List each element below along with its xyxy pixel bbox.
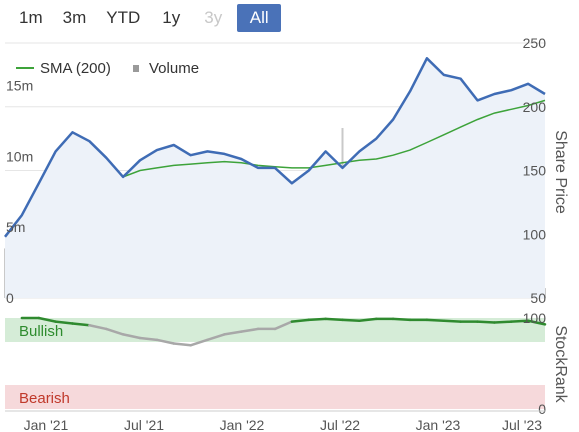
stockrank-segment [189, 338, 209, 347]
price-tick-label: 100 [523, 226, 547, 242]
stockrank-segment [391, 317, 412, 322]
price-tick-label: 200 [523, 99, 547, 115]
range-button-1m[interactable]: 1m [19, 8, 43, 27]
stockrank-segment [54, 320, 74, 325]
volume-tick-label: 15m [6, 78, 33, 94]
range-selector: 1m 3m YTD 1y 3y All [12, 4, 287, 32]
stockrank-segment [37, 316, 57, 323]
stockrank-segment [476, 320, 496, 324]
share-price-line [4, 57, 546, 238]
volume-axis: 15m 10m 5m 0 [6, 78, 33, 307]
legend-volume-label: Volume [149, 60, 199, 77]
stockrank-segment [526, 319, 547, 326]
price-tick-label: 250 [523, 35, 547, 51]
stockrank-segment [105, 327, 125, 336]
stockrank-panel: Bullish Bearish 100 0 StockRank [5, 310, 569, 417]
range-button-3m[interactable]: 3m [62, 8, 87, 27]
x-tick-label: Jan '23 [416, 417, 461, 432]
bearish-band [5, 385, 545, 409]
share-price-axis: 250 200 150 100 50 [523, 35, 547, 306]
x-tick-label: Jul '22 [320, 417, 360, 432]
stockrank-segment [358, 317, 378, 322]
stockrank-segment [307, 317, 327, 322]
legend-volume-swatch [133, 65, 139, 72]
volume-tick-label: 0 [6, 290, 14, 306]
stockrank-segment [493, 320, 513, 324]
x-tick-label: Jan '21 [24, 417, 69, 432]
stockrank-segment [172, 342, 192, 347]
sma-200-line [122, 99, 546, 178]
stockrank-segment [71, 322, 91, 327]
stockrank-segment [442, 319, 462, 323]
stockrank-segment [425, 318, 445, 322]
volume-tick-label: 10m [6, 148, 33, 164]
range-button-all[interactable]: All [237, 4, 282, 32]
stockrank-segment [206, 333, 226, 342]
range-button-ytd[interactable]: YTD [106, 8, 141, 27]
stockrank-segment [510, 319, 530, 323]
stockrank-segment [155, 338, 175, 345]
volume-tick-label: 5m [6, 219, 25, 235]
stockrank-segment [121, 333, 142, 340]
stockrank-axis-title: StockRank [552, 325, 569, 403]
x-axis: Jan '21 Jul '21 Jan '22 Jul '22 Jan '23 Jul '… [5, 410, 545, 432]
stockrank-segment [273, 320, 294, 331]
price-area-fill [5, 58, 545, 298]
stockrank-segment [341, 318, 361, 322]
stockrank-segment [88, 324, 108, 331]
stockrank-segment [138, 336, 159, 342]
range-button-3y: 3y [204, 8, 223, 27]
stockrank-tick-label: 0 [538, 401, 546, 417]
x-tick-label: Jan '22 [220, 417, 265, 432]
stockrank-tick-label: 100 [523, 310, 547, 326]
legend: SMA (200) Volume [16, 60, 199, 77]
stockrank-lines [20, 316, 547, 347]
price-tick-label: 50 [530, 290, 546, 306]
bearish-label: Bearish [19, 390, 70, 407]
bullish-label: Bullish [19, 323, 63, 340]
range-button-1y[interactable]: 1y [162, 8, 181, 27]
stockrank-segment [324, 317, 344, 322]
price-tick-label: 150 [523, 163, 547, 179]
x-tick-label: Jul '23 [502, 417, 542, 432]
stockrank-segment [223, 330, 243, 336]
stockrank-segment [240, 327, 260, 333]
legend-sma-label: SMA (200) [40, 60, 111, 77]
stockrank-axis: 100 0 [523, 310, 547, 417]
stockrank-segment [290, 318, 310, 323]
x-tick-label: Jul '21 [124, 417, 164, 432]
share-price-axis-title: Share Price [552, 130, 569, 214]
